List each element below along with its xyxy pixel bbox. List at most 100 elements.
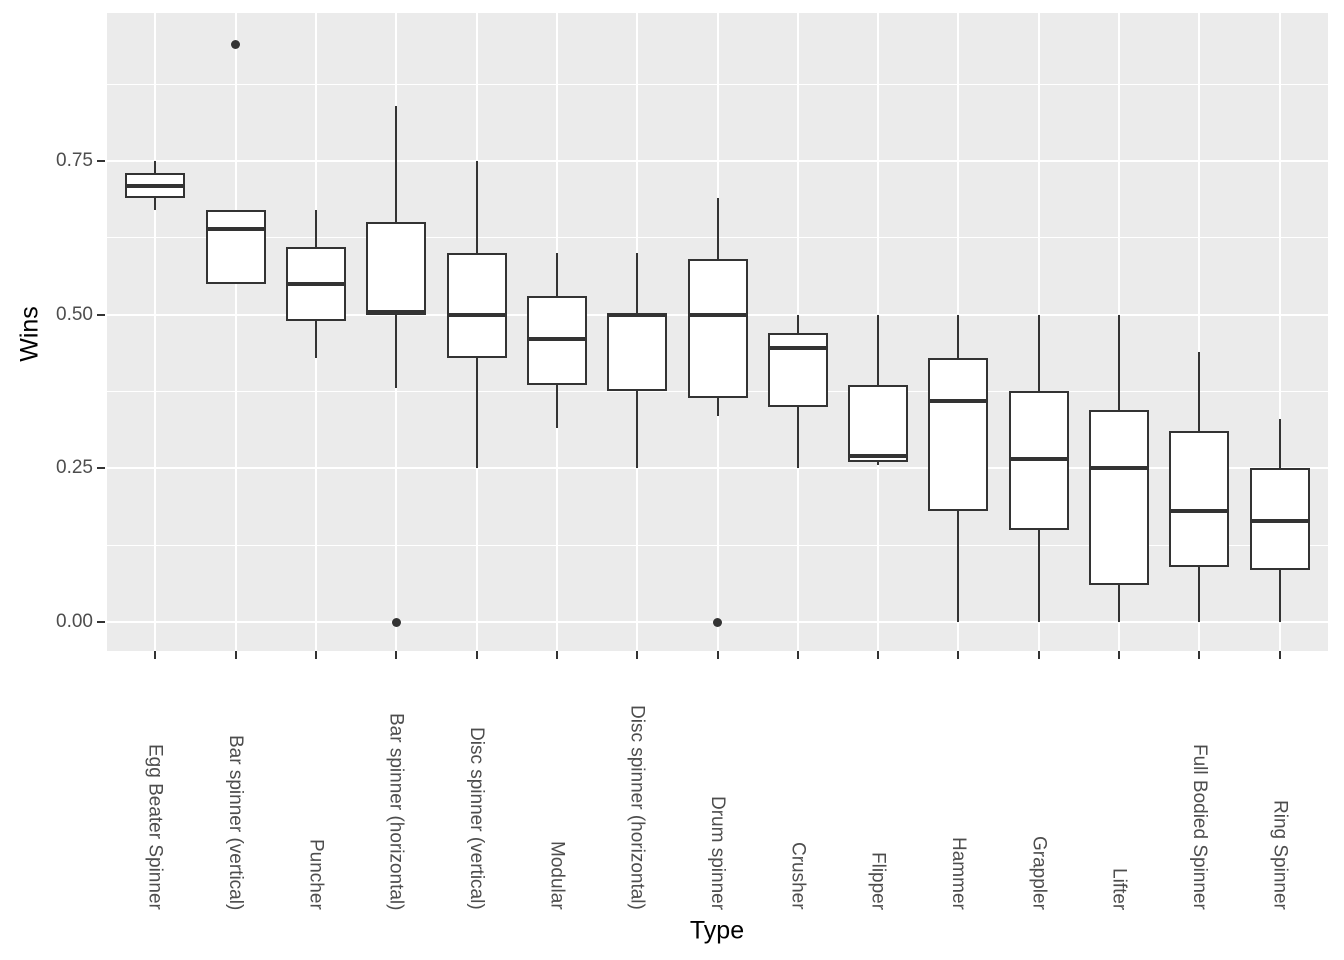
vertical-gridline: [1198, 13, 1201, 651]
x-tick-mark: [314, 651, 317, 659]
x-tick-label-text: Hammer: [947, 837, 969, 910]
whisker-line: [314, 210, 317, 248]
median-line: [1169, 509, 1230, 514]
x-tick-label-text: Egg Beater Spinner: [144, 744, 166, 910]
x-tick-label-text: Modular: [546, 841, 568, 910]
whisker-line: [877, 462, 880, 466]
whisker-line: [395, 314, 398, 389]
x-tick-label-text: Flipper: [867, 851, 889, 910]
outlier-dot: [713, 617, 722, 627]
whisker-line: [1198, 566, 1201, 622]
x-tick-label: Bar spinner (vertical): [221, 664, 251, 910]
whisker-line: [716, 197, 719, 260]
whisker-line: [555, 385, 558, 429]
outlier-dot: [231, 39, 241, 49]
whisker-line: [636, 253, 639, 315]
whisker-line: [957, 314, 960, 358]
box-iqr: [928, 357, 989, 512]
x-tick-label-text: Disc spinner (vertical): [466, 727, 487, 910]
x-tick-mark: [475, 651, 478, 659]
box-iqr: [205, 210, 266, 284]
x-tick-label-text: Grappler: [1028, 836, 1050, 910]
median-line: [205, 226, 266, 231]
x-tick-label: Disc spinner (horizontal): [622, 664, 652, 910]
whisker-line: [314, 320, 317, 358]
whisker-line: [796, 314, 799, 334]
x-tick-label-text: Crusher: [787, 842, 809, 910]
x-tick-mark: [154, 651, 157, 659]
median-line: [125, 183, 186, 188]
whisker-line: [796, 406, 799, 469]
y-tick-mark: [97, 467, 105, 470]
x-tick-mark: [957, 651, 960, 659]
box-iqr: [446, 253, 507, 358]
whisker-line: [877, 314, 880, 386]
x-tick-label: Hammer: [943, 664, 973, 910]
whisker-line: [1118, 314, 1121, 410]
whisker-line: [475, 357, 478, 469]
whisker-line: [1118, 585, 1121, 622]
x-tick-mark: [716, 651, 719, 659]
y-tick-mark: [97, 159, 105, 162]
y-tick-mark: [97, 621, 105, 623]
median-line: [526, 337, 587, 342]
x-tick-label: Egg Beater Spinner: [140, 664, 170, 910]
box-iqr: [687, 259, 748, 398]
x-tick-label-text: Lifter: [1108, 867, 1130, 910]
x-tick-label-text: Disc spinner (horizontal): [626, 705, 648, 910]
median-line: [687, 312, 748, 317]
whisker-line: [395, 105, 398, 223]
x-tick-label: Flipper: [863, 664, 893, 910]
y-tick-label: 0.00: [56, 611, 93, 632]
whisker-line: [1198, 351, 1201, 432]
x-tick-label-text: Bar spinner (horizontal): [385, 712, 407, 910]
y-tick-mark: [97, 313, 105, 316]
vertical-gridline: [234, 13, 237, 651]
x-tick-label-text: Drum spinner: [707, 795, 728, 910]
x-tick-label: Lifter: [1104, 664, 1134, 910]
whisker-line: [1278, 569, 1281, 622]
x-tick-label: Full Bodied Spinner: [1184, 664, 1214, 910]
x-tick-label-text: Puncher: [305, 839, 327, 910]
x-axis-title: Type: [689, 916, 745, 945]
x-tick-mark: [395, 651, 398, 659]
x-tick-label: Bar spinner (horizontal): [381, 664, 411, 910]
plot-panel: [107, 13, 1328, 651]
x-tick-mark: [1198, 651, 1201, 659]
x-tick-label: Ring Spinner: [1265, 664, 1295, 910]
median-line: [1008, 457, 1069, 462]
median-line: [767, 346, 828, 351]
x-tick-mark: [1037, 651, 1040, 659]
whisker-line: [716, 397, 719, 417]
whisker-line: [636, 391, 639, 469]
x-tick-mark: [796, 651, 799, 659]
median-line: [366, 309, 427, 314]
vertical-gridline: [1278, 13, 1281, 651]
whisker-line: [154, 160, 157, 174]
x-tick-label-text: Full Bodied Spinner: [1188, 744, 1210, 910]
vertical-gridline: [154, 13, 157, 651]
whisker-line: [957, 511, 960, 622]
median-line: [1249, 518, 1310, 523]
x-tick-label: Puncher: [301, 664, 331, 910]
x-tick-label: Disc spinner (vertical): [462, 664, 492, 910]
box-iqr: [1169, 431, 1230, 567]
box-iqr: [848, 385, 909, 463]
median-line: [285, 281, 346, 286]
whisker-line: [555, 253, 558, 297]
x-tick-label: Grappler: [1024, 664, 1054, 910]
x-tick-mark: [555, 651, 558, 659]
median-line: [928, 398, 989, 403]
x-tick-label: Modular: [542, 664, 572, 910]
x-tick-mark: [877, 651, 880, 659]
whisker-line: [475, 160, 478, 254]
y-tick-label: 0.50: [56, 303, 93, 325]
y-axis-title: Wins: [15, 306, 44, 362]
x-tick-label-text: Bar spinner (vertical): [225, 734, 247, 910]
x-tick-label-text: Ring Spinner: [1269, 800, 1291, 910]
x-tick-mark: [234, 651, 237, 659]
whisker-line: [154, 197, 157, 211]
median-line: [848, 454, 909, 459]
y-tick-label: 0.25: [56, 457, 93, 479]
